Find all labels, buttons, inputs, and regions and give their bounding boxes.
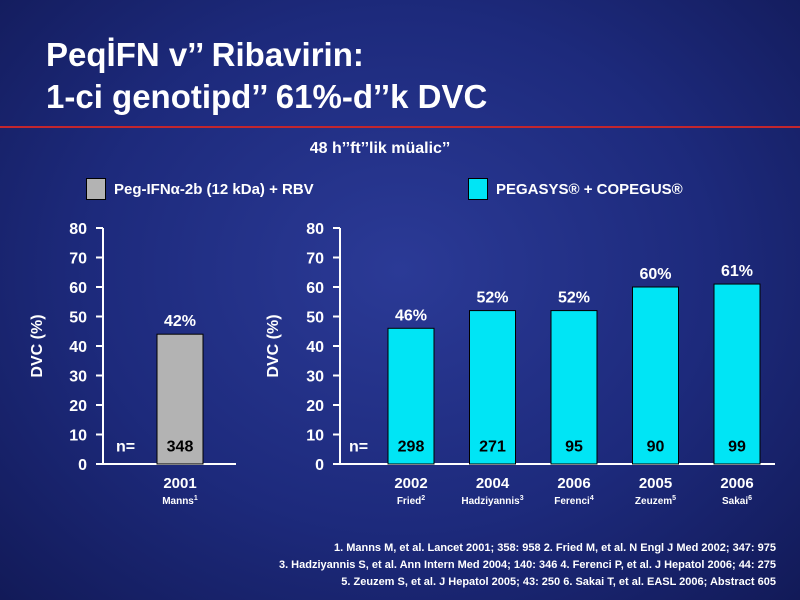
bar-n-value: 348 xyxy=(167,438,194,455)
reference-line: 5. Zeuzem S, et al. J Hepatol 2005; 43: … xyxy=(341,576,776,588)
x-tick-label-year: 2006 xyxy=(720,475,753,492)
treatment-duration-label: 48 h’’ft’’lik müalic’’ xyxy=(309,140,451,157)
bar-n-value: 90 xyxy=(647,438,665,455)
study-ref-superscript: 1 xyxy=(194,495,198,502)
study-ref-superscript: 6 xyxy=(748,495,752,502)
bar xyxy=(713,283,761,465)
y-tick-label: 30 xyxy=(69,369,87,386)
n-label: n= xyxy=(116,438,135,455)
y-tick-label: 10 xyxy=(306,428,324,445)
y-tick-label: 10 xyxy=(69,428,87,445)
legend-label-pegasys: PEGASYS® + COPEGUS® xyxy=(496,180,683,198)
references: 1. Manns M, et al. Lancet 2001; 358: 958… xyxy=(279,540,776,591)
x-tick-label-study: Ferenci4 xyxy=(554,495,594,507)
bar xyxy=(387,327,435,465)
bar-value-label: 52% xyxy=(476,290,508,307)
bar-n-value: 271 xyxy=(479,438,506,455)
title-divider xyxy=(0,126,800,128)
study-ref-superscript: 2 xyxy=(421,495,425,502)
y-tick-label: 20 xyxy=(69,398,87,415)
x-tick-label-study: Sakai6 xyxy=(722,495,752,507)
y-tick-label: 0 xyxy=(78,457,87,474)
x-tick-label-study: Fried2 xyxy=(397,495,425,507)
x-tick-label-study: Hadziyannis3 xyxy=(461,495,523,507)
bar xyxy=(632,286,679,465)
slide-title: PeqİFN v’’ Ribavirin: 1-ci genotipd’’ 61… xyxy=(46,34,487,118)
y-axis-title: DVC (%) xyxy=(265,314,282,377)
y-tick-label: 60 xyxy=(306,280,324,297)
y-tick-label: 60 xyxy=(69,280,87,297)
y-tick-label: 30 xyxy=(306,369,324,386)
dvc-bar-charts: DVC (%)01020304050607080n=42%3482001Mann… xyxy=(29,221,761,507)
y-tick-label: 80 xyxy=(69,221,87,238)
bar xyxy=(469,310,516,465)
x-tick-label-year: 2005 xyxy=(639,475,672,492)
study-ref-superscript: 3 xyxy=(520,495,524,502)
study-ref-superscript: 4 xyxy=(590,495,594,502)
y-tick-label: 40 xyxy=(69,339,87,356)
x-tick-label-year: 2004 xyxy=(476,475,510,492)
n-label: n= xyxy=(349,438,368,455)
y-tick-label: 70 xyxy=(69,251,87,268)
study-ref-superscript: 5 xyxy=(672,495,676,502)
y-tick-label: 0 xyxy=(315,457,324,474)
bar-n-value: 95 xyxy=(565,438,583,455)
y-tick-label: 40 xyxy=(306,339,324,356)
y-axis-title: DVC (%) xyxy=(29,314,46,377)
bar-value-label: 42% xyxy=(164,313,196,330)
y-tick-label: 20 xyxy=(306,398,324,415)
legend-item-pegasys: PEGASYS® + COPEGUS® xyxy=(468,178,683,200)
reference-line: 3. Hadziyannis S, et al. Ann Intern Med … xyxy=(278,559,776,571)
y-tick-label: 50 xyxy=(69,310,87,327)
reference-line: 1. Manns M, et al. Lancet 2001; 358: 958… xyxy=(333,542,776,554)
x-tick-label-year: 2006 xyxy=(557,475,590,492)
title-line-1: PeqİFN v’’ Ribavirin: xyxy=(46,36,364,73)
x-tick-label-year: 2002 xyxy=(394,475,427,492)
study-name: Fried xyxy=(397,496,421,507)
legend-label-peg-ifn: Peg-IFNα-2b (12 kDa) + RBV xyxy=(114,180,314,198)
study-name: Ferenci xyxy=(554,496,590,507)
legend-item-peg-ifn: Peg-IFNα-2b (12 kDa) + RBV xyxy=(86,178,314,200)
bar xyxy=(156,333,204,465)
gray-square-icon xyxy=(86,178,106,200)
bar-n-value: 99 xyxy=(728,438,746,455)
y-tick-label: 50 xyxy=(306,310,324,327)
study-name: Sakai xyxy=(722,496,748,507)
bar-value-label: 60% xyxy=(639,266,671,283)
y-tick-label: 80 xyxy=(306,221,324,238)
title-line-2: 1-ci genotipd’’ 61%-d’’k DVC xyxy=(46,78,488,115)
cyan-square-icon xyxy=(468,178,488,200)
bar-n-value: 298 xyxy=(398,438,425,455)
study-name: Hadziyannis xyxy=(461,496,520,507)
x-tick-label-year: 2001 xyxy=(163,475,196,492)
x-tick-label-study: Zeuzem5 xyxy=(635,495,676,507)
study-name: Zeuzem xyxy=(635,496,672,507)
bar-value-label: 52% xyxy=(558,290,590,307)
y-tick-label: 70 xyxy=(306,251,324,268)
bar-value-label: 61% xyxy=(721,263,753,280)
study-name: Manns xyxy=(162,496,194,507)
bar xyxy=(550,310,598,465)
bar-value-label: 46% xyxy=(395,307,427,324)
x-tick-label-study: Manns1 xyxy=(162,495,198,507)
